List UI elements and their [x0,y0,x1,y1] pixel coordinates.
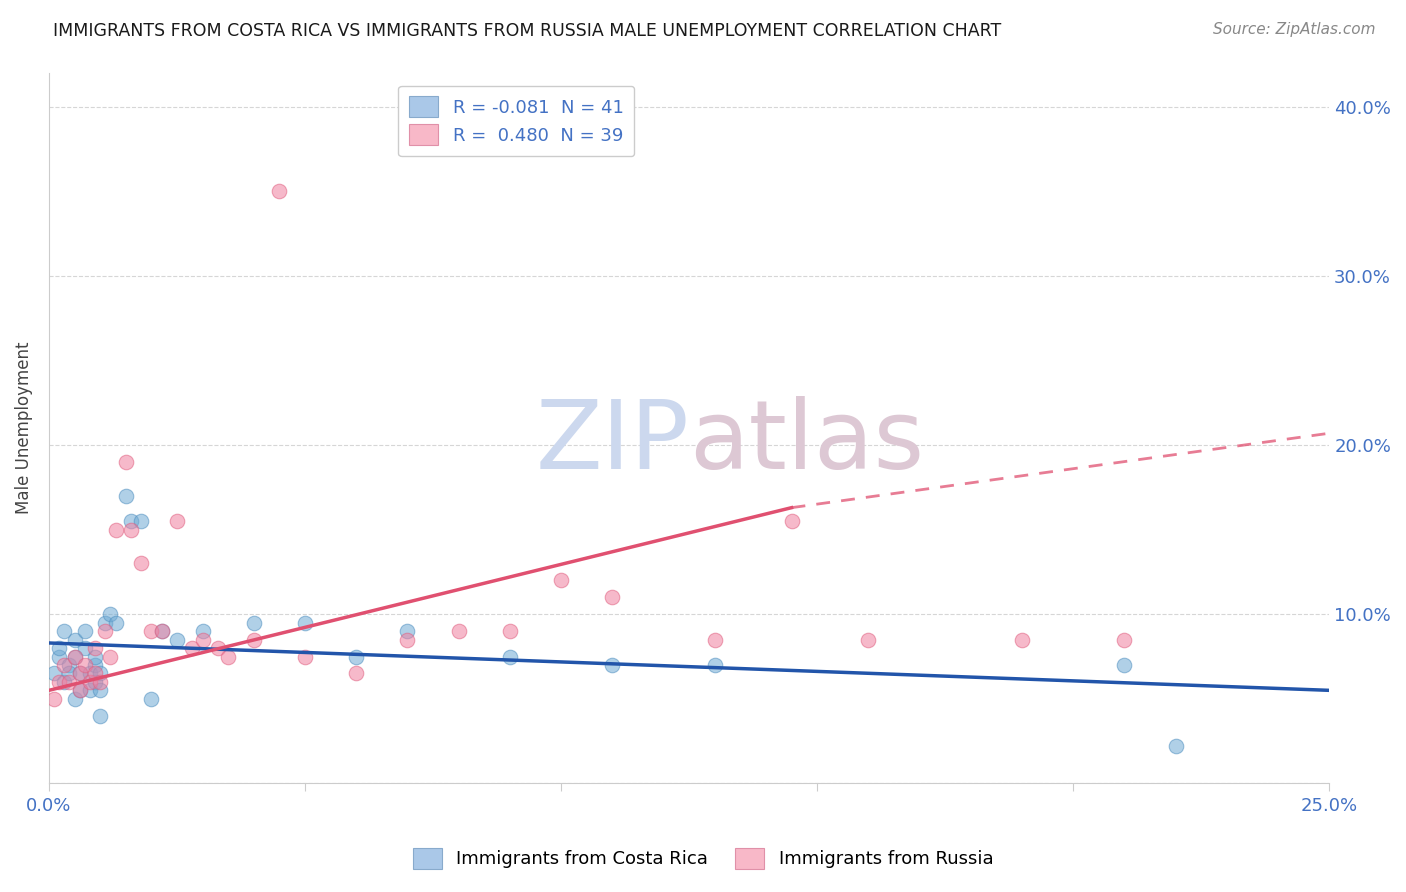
Point [181,641,204,656]
Legend: Immigrants from Costa Rica, Immigrants from Russia: Immigrants from Costa Rica, Immigrants f… [406,840,1000,876]
Point [499,624,522,639]
Point [129,514,152,528]
Point [344,649,367,664]
Point [1114,657,1136,672]
Point [42,691,65,706]
Point [141,691,163,706]
Point [166,632,188,647]
Y-axis label: Male Unemployment: Male Unemployment [15,342,32,515]
Point [191,624,214,639]
Point [73,641,96,656]
Point [89,683,111,698]
Point [550,574,572,588]
Point [42,666,65,681]
Point [104,615,127,630]
Point [243,615,266,630]
Point [294,615,316,630]
Point [58,657,80,672]
Point [79,683,101,698]
Point [294,649,316,664]
Point [114,489,136,503]
Point [100,649,122,664]
Point [396,624,419,639]
Point [63,691,86,706]
Point [191,632,214,647]
Point [858,632,880,647]
Legend: R = -0.081  N = 41, R =  0.480  N = 39: R = -0.081 N = 41, R = 0.480 N = 39 [398,86,634,156]
Point [129,557,152,571]
Point [53,624,76,639]
Point [150,624,173,639]
Point [1011,632,1033,647]
Point [84,657,107,672]
Point [344,666,367,681]
Point [499,649,522,664]
Point [447,624,470,639]
Point [69,666,91,681]
Point [100,607,122,622]
Point [63,649,86,664]
Point [217,649,239,664]
Point [53,674,76,689]
Text: ZIP: ZIP [536,396,689,489]
Text: IMMIGRANTS FROM COSTA RICA VS IMMIGRANTS FROM RUSSIA MALE UNEMPLOYMENT CORRELATI: IMMIGRANTS FROM COSTA RICA VS IMMIGRANTS… [53,22,1001,40]
Point [703,657,725,672]
Point [89,708,111,723]
Point [600,591,623,605]
Point [58,674,80,689]
Point [48,649,70,664]
Point [89,674,111,689]
Point [396,632,419,647]
Point [166,514,188,528]
Point [1164,739,1187,753]
Point [69,666,91,681]
Point [207,641,229,656]
Point [48,641,70,656]
Text: atlas: atlas [689,396,924,489]
Point [84,674,107,689]
Point [69,683,91,698]
Point [600,657,623,672]
Point [53,657,76,672]
Point [84,666,107,681]
Point [94,624,117,639]
Point [48,674,70,689]
Point [1114,632,1136,647]
Point [63,649,86,664]
Text: Source: ZipAtlas.com: Source: ZipAtlas.com [1212,22,1375,37]
Point [104,523,127,537]
Point [780,514,803,528]
Point [269,185,291,199]
Point [120,523,142,537]
Point [63,632,86,647]
Point [79,674,101,689]
Point [89,666,111,681]
Point [69,683,91,698]
Point [84,641,107,656]
Point [150,624,173,639]
Point [73,624,96,639]
Point [141,624,163,639]
Point [58,666,80,681]
Point [73,657,96,672]
Point [79,666,101,681]
Point [114,455,136,469]
Point [94,615,117,630]
Point [120,514,142,528]
Point [84,649,107,664]
Point [243,632,266,647]
Point [703,632,725,647]
